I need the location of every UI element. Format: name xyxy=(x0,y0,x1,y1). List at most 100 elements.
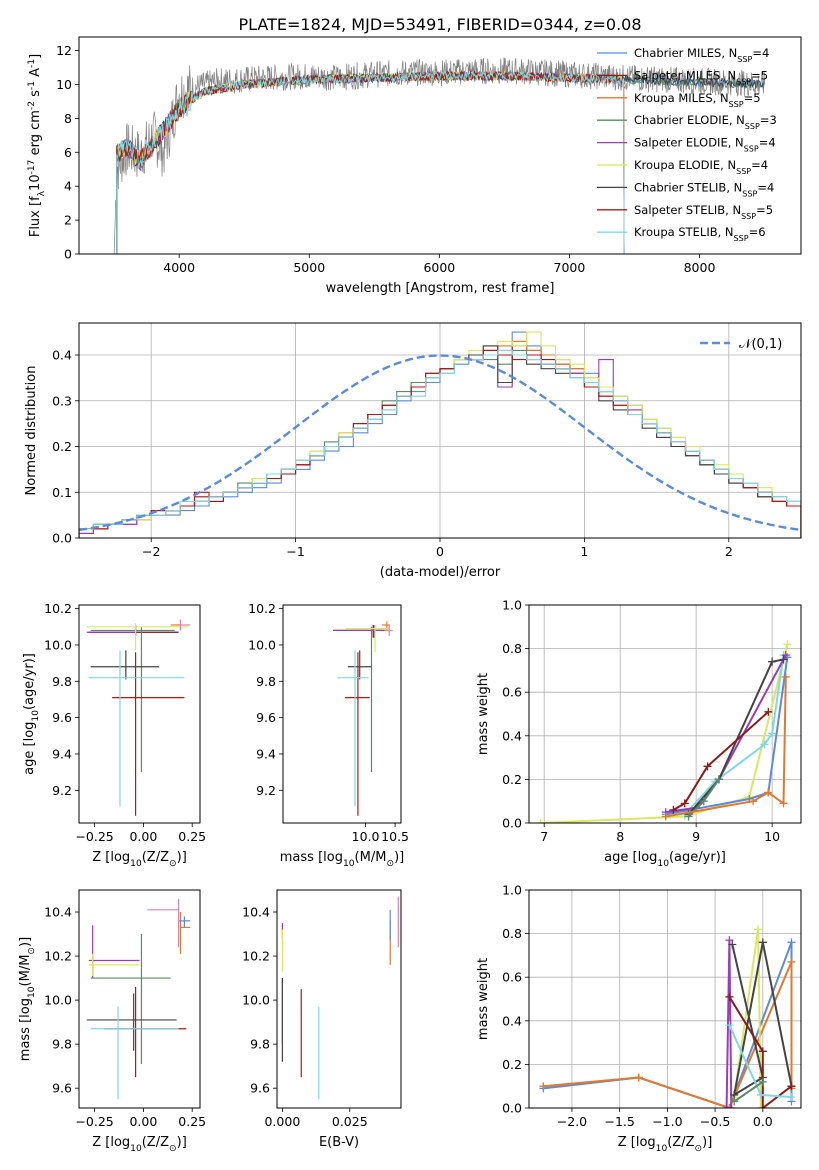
legend-label: Salpeter STELIB, NSSP=5 xyxy=(634,203,773,221)
x-tick-label: −0.5 xyxy=(700,1114,730,1129)
x-tick-label: 0.000 xyxy=(264,1114,300,1129)
y-tick-label: 9.8 xyxy=(250,1037,270,1052)
legend-label: Kroupa ELODIE, NSSP=4 xyxy=(634,158,768,176)
label-part: Salpeter MILES, N xyxy=(634,68,736,82)
plus-marker xyxy=(714,775,723,784)
label-part: 𝒩(0,1) xyxy=(739,337,782,352)
plus-marker xyxy=(764,788,773,797)
x-tick-label: 9 xyxy=(692,829,700,844)
label-part: )] xyxy=(177,1135,187,1150)
label-part: mass [log xyxy=(280,850,343,865)
mass_vs_ebv-errorbars xyxy=(281,896,399,1100)
label-part: wavelength [Angstrom, rest frame] xyxy=(326,281,555,296)
x-tick-label: 10 xyxy=(764,829,780,844)
x-tick-label: −2 xyxy=(142,544,160,559)
label-part: SSP xyxy=(729,99,744,108)
label-part: SSP xyxy=(741,211,756,220)
y-tick-label: 9.2 xyxy=(256,783,276,798)
legend-label: Chabrier MILES, NSSP=4 xyxy=(634,46,769,64)
plus-marker xyxy=(725,936,734,945)
x-tick-label: 0.0 xyxy=(753,1114,773,1129)
label-part: =4 xyxy=(757,180,774,194)
plus-marker xyxy=(699,797,708,806)
legend-label: Kroupa STELIB, NSSP=6 xyxy=(634,225,766,243)
plus-marker xyxy=(779,655,788,664)
y-axis-label: mass weight xyxy=(476,958,491,1040)
plus-marker xyxy=(781,672,790,681)
legend-label: Chabrier STELIB, NSSP=4 xyxy=(634,180,774,198)
y-tick-label: 8 xyxy=(64,111,72,126)
plus-marker xyxy=(722,1104,731,1108)
label-part: Chabrier MILES, N xyxy=(634,46,737,60)
y-tick-label: 0 xyxy=(64,247,72,262)
label-part: ⊙ xyxy=(169,859,177,869)
y-tick-label: 9.8 xyxy=(52,674,72,689)
plus-marker xyxy=(669,805,678,814)
label-part: SSP xyxy=(736,167,751,176)
histogram-step xyxy=(79,349,801,538)
axes-frame xyxy=(78,889,201,1109)
plus-marker xyxy=(787,938,796,947)
residuals-axes: −2 −1 0 1 2 0.0 0.1 0.2 0.3 0.4 (data-model)/error… xyxy=(24,323,801,580)
plus-marker xyxy=(680,799,689,808)
label-part: -1 xyxy=(27,59,37,68)
label-part: Salpeter ELODIE, N xyxy=(634,136,744,150)
plus-marker xyxy=(634,1073,643,1082)
age_vs_mass-errorbars xyxy=(333,621,393,816)
label-part: 10 xyxy=(657,859,669,869)
x-axis-label: E(B-V) xyxy=(319,1135,359,1150)
x-axis-label: Z [log10(Z/Z⊙)] xyxy=(92,1135,187,1154)
y-tick-label: 4 xyxy=(64,179,72,194)
label-part: age [log xyxy=(22,722,37,775)
plus-marker xyxy=(756,1090,765,1099)
label-part: Z [log xyxy=(92,1135,130,1150)
plus-marker xyxy=(760,740,769,749)
x-tick-label: 6000 xyxy=(423,260,455,275)
mass-weight-line xyxy=(733,1080,764,1103)
label-part: )] xyxy=(177,850,187,865)
label-part: Z [log xyxy=(92,850,130,865)
label-part: =4 xyxy=(759,136,776,150)
y-tick-label: 1.0 xyxy=(502,883,522,898)
y-axis-label: Flux [fλ10-17 erg cm-2 s-1 A-1] xyxy=(27,54,47,237)
age_vs_z-errorbars xyxy=(86,619,191,816)
mass-weight-line xyxy=(540,643,789,823)
label-part: )] xyxy=(702,1135,712,1150)
x-tick-label: 10.0 xyxy=(352,829,380,844)
label-part: =5 xyxy=(751,68,768,82)
label-part: age [log xyxy=(604,850,657,865)
label-part: (age/yr)] xyxy=(669,850,726,865)
x-axis-label: age [log10(age/yr)] xyxy=(604,850,726,869)
x-tick-label: 8 xyxy=(616,829,624,844)
plus-marker xyxy=(539,1082,548,1091)
x-axis-label: Z [log10(Z/Z⊙)] xyxy=(92,850,187,869)
y-tick-label: 10.2 xyxy=(44,949,72,964)
legend-label: 𝒩(0,1) xyxy=(739,337,782,352)
mass-weight-line xyxy=(543,961,793,1108)
plus-marker xyxy=(758,1104,767,1108)
y-tick-label: 0.6 xyxy=(502,970,522,985)
y-tick-label: 10.2 xyxy=(248,601,276,616)
label-part: 10 xyxy=(343,859,355,869)
label-part: (M/M xyxy=(18,955,33,987)
label-part: Kroupa ELODIE, N xyxy=(634,158,736,172)
y-tick-label: 0.1 xyxy=(52,485,72,500)
mass_vs_ebv-axes: 0.000 0.025 9.6 9.8 10.0 10.2 10.4 E(B-V) xyxy=(242,905,368,1150)
x-tick-label: 0.25 xyxy=(178,829,206,844)
mass_vs_z-errorbars xyxy=(86,898,191,1100)
y-tick-label: 10.4 xyxy=(44,905,72,920)
plus-marker xyxy=(536,819,545,823)
y-tick-label: 9.8 xyxy=(52,1037,72,1052)
label-part: A xyxy=(28,68,43,81)
plus-marker xyxy=(684,812,693,821)
y-tick-label: 0.0 xyxy=(52,531,72,546)
plus-marker xyxy=(787,1093,796,1102)
label-part: =4 xyxy=(752,46,769,60)
label-part: SSP xyxy=(734,234,749,243)
label-part: )] xyxy=(394,850,404,865)
plus-marker xyxy=(661,812,670,821)
label-part: SSP xyxy=(742,189,757,198)
plus-marker xyxy=(787,1082,796,1091)
